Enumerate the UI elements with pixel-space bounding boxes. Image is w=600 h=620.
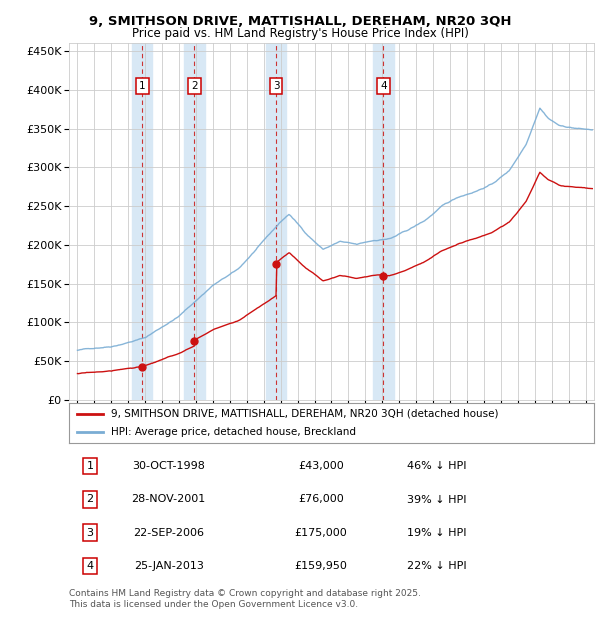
Text: 4: 4 xyxy=(86,561,94,571)
Text: 9, SMITHSON DRIVE, MATTISHALL, DEREHAM, NR20 3QH (detached house): 9, SMITHSON DRIVE, MATTISHALL, DEREHAM, … xyxy=(111,409,499,419)
Text: HPI: Average price, detached house, Breckland: HPI: Average price, detached house, Brec… xyxy=(111,427,356,438)
Text: This data is licensed under the Open Government Licence v3.0.: This data is licensed under the Open Gov… xyxy=(69,600,358,609)
Text: £76,000: £76,000 xyxy=(298,495,344,505)
Text: 1: 1 xyxy=(139,81,146,91)
Text: 3: 3 xyxy=(273,81,280,91)
Text: 2: 2 xyxy=(86,495,94,505)
Text: £43,000: £43,000 xyxy=(298,461,344,471)
Text: 1: 1 xyxy=(86,461,94,471)
Text: 25-JAN-2013: 25-JAN-2013 xyxy=(134,561,203,571)
Text: 30-OCT-1998: 30-OCT-1998 xyxy=(133,461,205,471)
Text: 28-NOV-2001: 28-NOV-2001 xyxy=(131,495,206,505)
Text: Price paid vs. HM Land Registry's House Price Index (HPI): Price paid vs. HM Land Registry's House … xyxy=(131,27,469,40)
Text: Contains HM Land Registry data © Crown copyright and database right 2025.: Contains HM Land Registry data © Crown c… xyxy=(69,589,421,598)
Text: 19% ↓ HPI: 19% ↓ HPI xyxy=(407,528,466,538)
Text: 46% ↓ HPI: 46% ↓ HPI xyxy=(407,461,466,471)
Text: 22% ↓ HPI: 22% ↓ HPI xyxy=(407,561,466,571)
Text: 4: 4 xyxy=(380,81,387,91)
Bar xyxy=(132,43,152,400)
Text: 3: 3 xyxy=(86,528,94,538)
Text: 2: 2 xyxy=(191,81,198,91)
Text: 22-SEP-2006: 22-SEP-2006 xyxy=(133,528,204,538)
Text: 9, SMITHSON DRIVE, MATTISHALL, DEREHAM, NR20 3QH: 9, SMITHSON DRIVE, MATTISHALL, DEREHAM, … xyxy=(89,16,511,28)
Text: 39% ↓ HPI: 39% ↓ HPI xyxy=(407,495,466,505)
Text: £159,950: £159,950 xyxy=(295,561,347,571)
Bar xyxy=(184,43,205,400)
Bar xyxy=(266,43,286,400)
Bar xyxy=(373,43,394,400)
Text: £175,000: £175,000 xyxy=(295,528,347,538)
